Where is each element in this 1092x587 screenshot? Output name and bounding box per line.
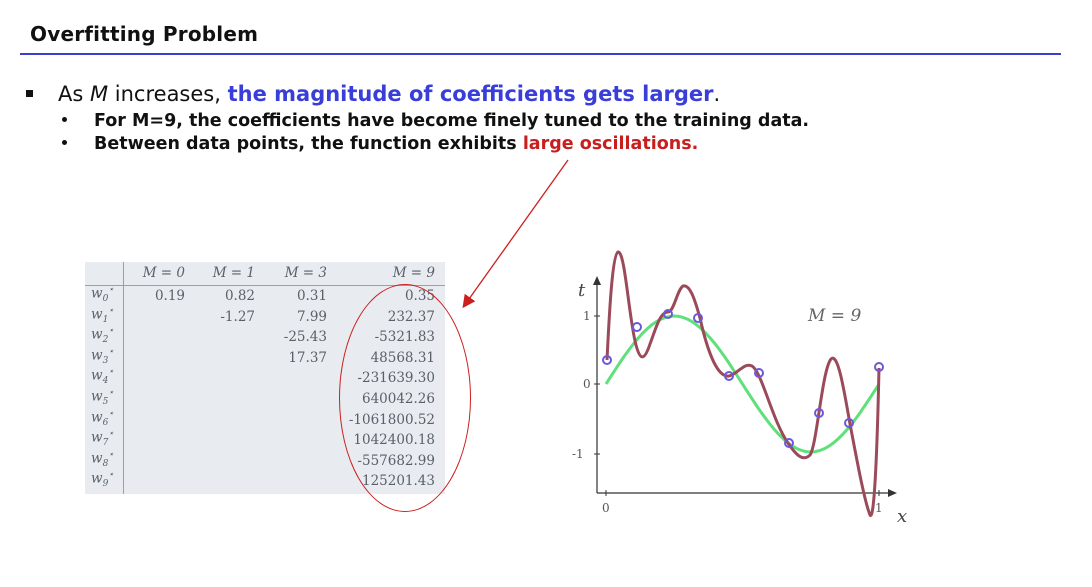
training-point [754, 368, 764, 378]
sub-bullet-1-text: For M=9, the coefficients have become fi… [94, 111, 810, 131]
training-point [784, 438, 794, 448]
x-tick-label: 0 [602, 501, 610, 515]
main-bullet-highlight: the magnitude of coefficients gets large… [227, 82, 714, 106]
main-bullet-prefix: As [58, 82, 90, 106]
square-bullet-icon [26, 89, 33, 97]
sub-bullet-2-highlight: large oscillations. [522, 134, 699, 154]
true-function-curve [604, 314, 881, 454]
training-point [724, 371, 734, 381]
table-cell: 0.31 [296, 288, 327, 304]
row-label: w2⋆ [91, 326, 114, 346]
table-cell: -1.27 [220, 308, 255, 325]
x-tick-label: 1 [875, 501, 883, 515]
main-bullet: As M increases, the magnitude of coeffic… [26, 82, 720, 106]
callout-ellipse [339, 284, 471, 512]
sub-bullet-1: For M=9, the coefficients have become fi… [62, 111, 809, 131]
training-point [602, 355, 612, 365]
callout-arrow [462, 159, 569, 309]
row-label: w1⋆ [91, 305, 114, 325]
x-axis-label: x [897, 506, 907, 527]
title-rule [20, 53, 1061, 55]
row-label: w6⋆ [91, 408, 114, 428]
training-point [693, 313, 703, 323]
table-divider-horizontal [85, 285, 445, 286]
table-cell: -25.43 [283, 329, 327, 346]
training-points [602, 309, 884, 448]
row-label: w4⋆ [91, 367, 114, 387]
main-bullet-mid: increases, [108, 82, 228, 106]
training-point [874, 362, 884, 372]
sub-bullet-2-prefix: Between data points, the function exhibi… [94, 134, 523, 154]
dot-bullet-icon [62, 139, 67, 145]
training-point [632, 322, 642, 332]
slide-title: Overfitting Problem [30, 22, 259, 46]
table-header: M = 0 [142, 265, 185, 281]
y-axis-label: t [578, 280, 586, 301]
row-label: w3⋆ [91, 346, 114, 366]
dot-bullet-icon [62, 116, 67, 122]
table-divider-vertical [123, 262, 124, 494]
training-point [663, 309, 673, 319]
y-tick-label: 1 [583, 309, 591, 323]
sub-bullet-2: Between data points, the function exhibi… [62, 134, 698, 154]
main-bullet-variable: M [89, 82, 109, 106]
row-label: w7⋆ [91, 429, 114, 449]
x-axis-arrow-icon [888, 489, 897, 497]
table-header: M = 1 [212, 265, 255, 281]
y-tick-label: 0 [583, 377, 591, 391]
table-cell: 0.19 [154, 288, 185, 304]
model-order-label: M = 9 [807, 306, 861, 326]
table-header: M = 9 [392, 265, 435, 281]
table-cell: 7.99 [296, 308, 327, 325]
row-label: w9⋆ [91, 470, 114, 490]
table-cell: 0.82 [224, 288, 255, 304]
main-bullet-suffix: . [713, 82, 721, 106]
y-tick-label: -1 [572, 447, 584, 461]
row-label: w8⋆ [91, 449, 114, 469]
polynomial-fit-curve [605, 250, 881, 517]
training-point [844, 418, 854, 428]
row-label: w0⋆ [91, 285, 114, 305]
training-point [814, 408, 824, 418]
row-label: w5⋆ [91, 388, 114, 408]
table-cell: 17.37 [288, 349, 327, 366]
y-axis-arrow-icon [593, 276, 601, 285]
table-header: M = 3 [284, 265, 327, 281]
